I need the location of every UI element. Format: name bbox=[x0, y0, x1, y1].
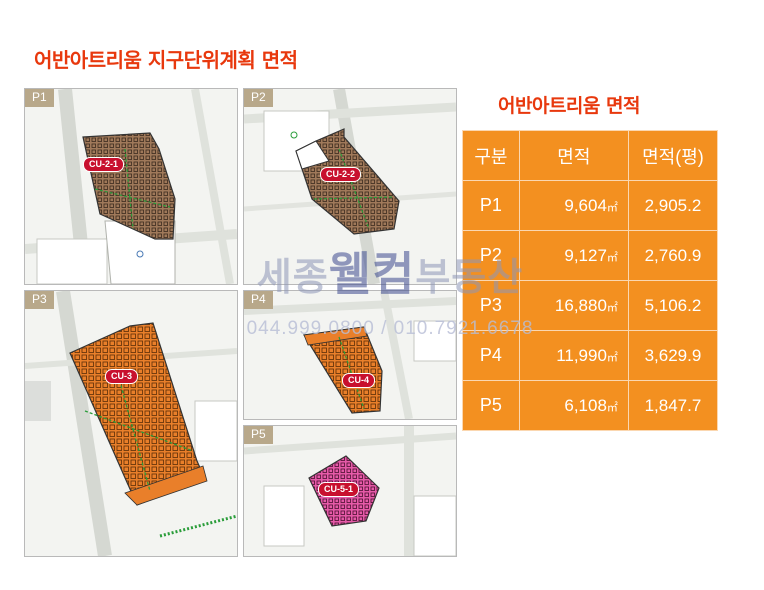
panel-tag-p5: P5 bbox=[244, 426, 273, 444]
site-map-p2: P2 CU-2-2 bbox=[243, 88, 457, 285]
area-value: 16,880 bbox=[554, 295, 607, 315]
row-area-pyeong: 2,905.2 bbox=[627, 180, 719, 231]
site-map-p1: P1 CU-2-1 bbox=[24, 88, 238, 285]
row-area-m2: 6,108㎡ bbox=[518, 380, 629, 431]
table-row: P3 16,880㎡ 5,106.2 bbox=[462, 280, 719, 331]
unit-label: ㎡ bbox=[606, 301, 618, 314]
row-area-m2: 9,604㎡ bbox=[518, 180, 629, 231]
site-plan-p1 bbox=[25, 89, 237, 284]
site-plan-p4 bbox=[244, 291, 456, 419]
row-name: P2 bbox=[462, 230, 520, 281]
site-map-p3: P3 CU-3 bbox=[24, 290, 238, 557]
site-map-p4: P4 CU-4 bbox=[243, 290, 457, 420]
unit-label: ㎡ bbox=[606, 251, 618, 264]
header-area: 면적 bbox=[518, 130, 629, 181]
plot-label-p5: CU-5-1 bbox=[318, 482, 360, 497]
area-value: 11,990 bbox=[556, 345, 607, 365]
row-name: P1 bbox=[462, 180, 520, 231]
plot-label-p2: CU-2-2 bbox=[320, 167, 362, 182]
table-header-row: 구분 면적 면적(평) bbox=[462, 130, 719, 181]
panel-tag-p1: P1 bbox=[25, 89, 54, 107]
area-value: 6,108 bbox=[564, 395, 607, 415]
site-plan-p3 bbox=[25, 291, 237, 556]
row-name: P4 bbox=[462, 330, 520, 381]
plot-label-p4: CU-4 bbox=[342, 373, 376, 388]
unit-label: ㎡ bbox=[606, 201, 618, 214]
unit-label: ㎡ bbox=[606, 401, 618, 414]
table-row: P4 11,990㎡ 3,629.9 bbox=[462, 330, 719, 381]
row-area-pyeong: 5,106.2 bbox=[627, 280, 719, 331]
row-area-m2: 16,880㎡ bbox=[518, 280, 629, 331]
row-name: P3 bbox=[462, 280, 520, 331]
area-value: 9,127 bbox=[564, 245, 607, 265]
panel-tag-p3: P3 bbox=[25, 291, 54, 309]
area-value: 9,604 bbox=[564, 195, 607, 215]
page-title: 어반아트리움 지구단위계획 면적 bbox=[34, 48, 298, 72]
row-area-pyeong: 1,847.7 bbox=[627, 380, 719, 431]
plot-label-p1: CU-2-1 bbox=[83, 157, 125, 172]
area-table: 구분 면적 면적(평) P1 9,604㎡ 2,905.2 P2 9,127㎡ … bbox=[462, 130, 719, 431]
row-area-pyeong: 3,629.9 bbox=[627, 330, 719, 381]
table-row: P1 9,604㎡ 2,905.2 bbox=[462, 180, 719, 231]
row-name: P5 bbox=[462, 380, 520, 431]
row-area-m2: 9,127㎡ bbox=[518, 230, 629, 281]
panel-tag-p4: P4 bbox=[244, 291, 273, 309]
panel-tag-p2: P2 bbox=[244, 89, 273, 107]
table-row: P5 6,108㎡ 1,847.7 bbox=[462, 380, 719, 431]
table-row: P2 9,127㎡ 2,760.9 bbox=[462, 230, 719, 281]
plot-label-p3: CU-3 bbox=[105, 369, 139, 384]
row-area-m2: 11,990㎡ bbox=[518, 330, 629, 381]
unit-label: ㎡ bbox=[606, 351, 618, 364]
watermark-phones: 044.999.0800 / 010.7921.6678 bbox=[246, 318, 534, 339]
row-area-pyeong: 2,760.9 bbox=[627, 230, 719, 281]
site-plan-p2 bbox=[244, 89, 456, 284]
header-category: 구분 bbox=[462, 130, 520, 181]
table-title: 어반아트리움 면적 bbox=[498, 95, 640, 117]
header-area-pyeong: 면적(평) bbox=[627, 130, 719, 181]
site-map-p5: P5 CU-5-1 bbox=[243, 425, 457, 557]
